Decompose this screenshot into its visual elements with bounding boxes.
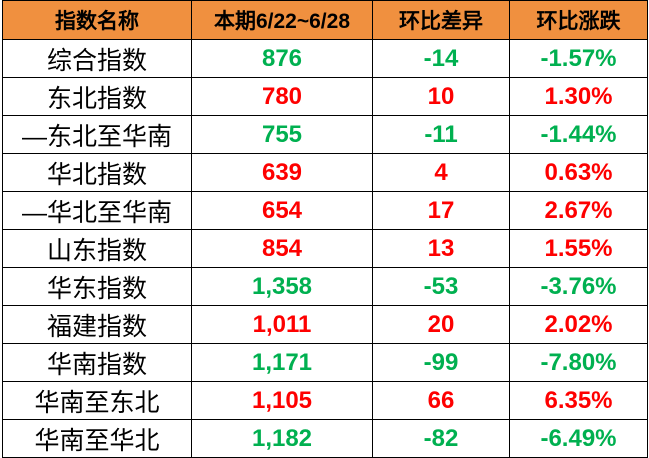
table-header: 指数名称 本期6/22~6/28 环比差异 环比涨跌 xyxy=(2,0,648,40)
chain-diff-cell: -99 xyxy=(372,343,510,382)
current-value-cell: 654 xyxy=(191,191,373,230)
chain-change-cell: 1.30% xyxy=(509,77,648,116)
current-value-cell: 1,358 xyxy=(191,267,373,306)
chain-change-cell: -1.44% xyxy=(509,115,648,154)
chain-change-cell: -6.49% xyxy=(509,419,648,458)
column-header-current-period: 本期6/22~6/28 xyxy=(191,0,373,40)
index-name-cell: 华东指数 xyxy=(2,267,192,306)
index-name-cell: —华北至华南 xyxy=(2,191,192,230)
chain-diff-cell: 17 xyxy=(372,191,510,230)
index-name-cell: 山东指数 xyxy=(2,229,192,268)
current-value-cell: 1,105 xyxy=(191,381,373,420)
index-name-cell: 东北指数 xyxy=(2,77,192,116)
table-row: 东北指数 780 10 1.30% xyxy=(2,77,648,116)
table-row: 华东指数 1,358 -53 -3.76% xyxy=(2,267,648,306)
chain-diff-cell: 66 xyxy=(372,381,510,420)
table-row: 山东指数 854 13 1.55% xyxy=(2,229,648,268)
current-value-cell: 1,182 xyxy=(191,419,373,458)
chain-diff-cell: -53 xyxy=(372,267,510,306)
chain-diff-cell: -11 xyxy=(372,115,510,154)
index-name-cell: 综合指数 xyxy=(2,39,192,78)
current-value-cell: 1,011 xyxy=(191,305,373,344)
index-name-cell: 华南指数 xyxy=(2,343,192,382)
chain-change-cell: 1.55% xyxy=(509,229,648,268)
chain-change-cell: 2.67% xyxy=(509,191,648,230)
chain-diff-cell: 20 xyxy=(372,305,510,344)
table-row: 华北指数 639 4 0.63% xyxy=(2,153,648,192)
column-header-chain-diff: 环比差异 xyxy=(372,0,510,40)
column-header-index-name: 指数名称 xyxy=(2,0,192,40)
chain-diff-cell: 4 xyxy=(372,153,510,192)
table-row: —东北至华南 755 -11 -1.44% xyxy=(2,115,648,154)
table-row: 福建指数 1,011 20 2.02% xyxy=(2,305,648,344)
chain-change-cell: 0.63% xyxy=(509,153,648,192)
index-name-cell: 华北指数 xyxy=(2,153,192,192)
index-name-cell: 福建指数 xyxy=(2,305,192,344)
table-body: 综合指数 876 -14 -1.57% 东北指数 780 10 1.30% —东… xyxy=(2,39,648,458)
chain-change-cell: -7.80% xyxy=(509,343,648,382)
index-name-cell: —东北至华南 xyxy=(2,115,192,154)
chain-diff-cell: -14 xyxy=(372,39,510,78)
current-value-cell: 780 xyxy=(191,77,373,116)
chain-diff-cell: -82 xyxy=(372,419,510,458)
chain-change-cell: 6.35% xyxy=(509,381,648,420)
table-row: —华北至华南 654 17 2.67% xyxy=(2,191,648,230)
chain-diff-cell: 13 xyxy=(372,229,510,268)
table-row: 华南至东北 1,105 66 6.35% xyxy=(2,381,648,420)
current-value-cell: 1,171 xyxy=(191,343,373,382)
index-name-cell: 华南至东北 xyxy=(2,381,192,420)
current-value-cell: 639 xyxy=(191,153,373,192)
current-value-cell: 876 xyxy=(191,39,373,78)
current-value-cell: 854 xyxy=(191,229,373,268)
header-row: 指数名称 本期6/22~6/28 环比差异 环比涨跌 xyxy=(2,0,648,40)
chain-diff-cell: 10 xyxy=(372,77,510,116)
table-row: 综合指数 876 -14 -1.57% xyxy=(2,39,648,78)
chain-change-cell: -3.76% xyxy=(509,267,648,306)
table-row: 华南至华北 1,182 -82 -6.49% xyxy=(2,419,648,458)
table-row: 华南指数 1,171 -99 -7.80% xyxy=(2,343,648,382)
column-header-chain-change: 环比涨跌 xyxy=(509,0,648,40)
chain-change-cell: -1.57% xyxy=(509,39,648,78)
chain-change-cell: 2.02% xyxy=(509,305,648,344)
current-value-cell: 755 xyxy=(191,115,373,154)
index-name-cell: 华南至华北 xyxy=(2,419,192,458)
